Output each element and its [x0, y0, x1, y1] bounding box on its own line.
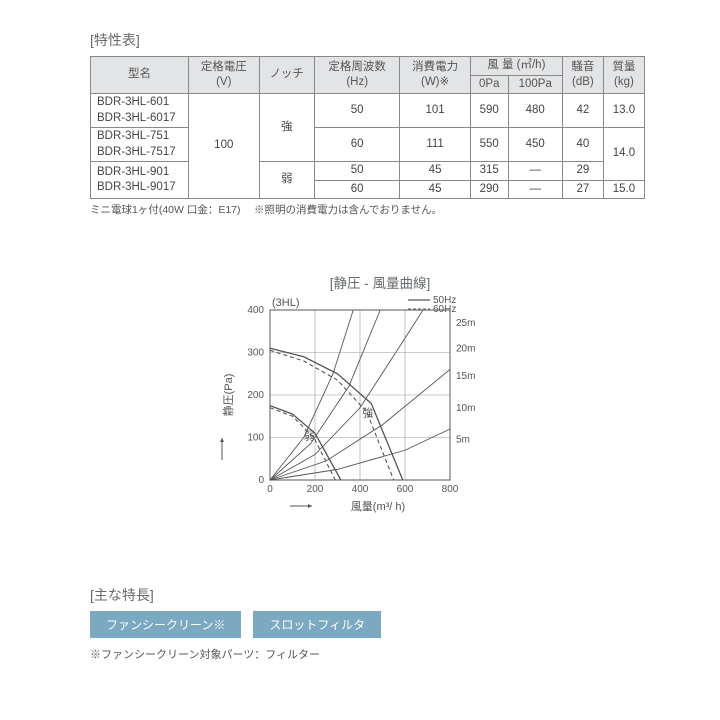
- badge-slot-filter: スロットフィルタ: [253, 611, 381, 638]
- svg-text:10m: 10m: [456, 403, 475, 414]
- svg-text:600: 600: [397, 484, 414, 495]
- chart-title: [静圧 - 風量曲線]: [200, 272, 560, 292]
- features-note: ※ファンシークリーン対象パーツ：フィルター: [90, 646, 660, 662]
- svg-text:300: 300: [247, 348, 264, 359]
- hdr-voltage: 定格電圧(V): [189, 57, 260, 94]
- table-row: BDR-3HL-601BDR-3HL-6017: [91, 94, 189, 128]
- svg-text:5m: 5m: [456, 435, 470, 446]
- hdr-100pa: 100Pa: [508, 75, 562, 94]
- hdr-power: 消費電力(W)※: [400, 57, 471, 94]
- svg-text:強: 強: [362, 406, 373, 419]
- hdr-mass: 質量(kg): [603, 57, 644, 94]
- spec-table-title: [特性表]: [90, 30, 660, 50]
- svg-text:200: 200: [307, 484, 324, 495]
- svg-text:200: 200: [247, 390, 264, 401]
- pressure-flow-chart: 0 200 400 600 800 0 100 200 300 400 25m 20m 15m 10m 5m…: [200, 292, 540, 532]
- svg-text:(3HL): (3HL): [272, 297, 300, 309]
- table-footnote: ミニ電球1ヶ付(40W 口金：E17) ※照明の消費電力は含んでおりません。: [90, 202, 660, 217]
- feature-badges: ファンシークリーン※ スロットフィルタ: [90, 611, 660, 638]
- svg-text:60Hz: 60Hz: [433, 304, 456, 315]
- hdr-0pa: 0Pa: [470, 75, 508, 94]
- svg-text:400: 400: [247, 305, 264, 316]
- notch-strong-cell: 強: [259, 94, 315, 162]
- svg-text:400: 400: [352, 484, 369, 495]
- svg-text:弱: 弱: [304, 430, 315, 443]
- svg-text:風量(m³/ h): 風量(m³/ h): [351, 500, 405, 513]
- hdr-airflow: 風 量 (㎥/h): [470, 57, 562, 76]
- table-row: BDR-3HL-901BDR-3HL-9017: [91, 162, 189, 199]
- spec-table: 型名 定格電圧(V) ノッチ 定格周波数(Hz) 消費電力(W)※ 風 量 (㎥…: [90, 56, 645, 199]
- svg-text:25m: 25m: [456, 318, 475, 329]
- hdr-noise: 騒音(dB): [562, 57, 603, 94]
- svg-text:15m: 15m: [456, 371, 475, 382]
- hdr-model: 型名: [91, 57, 189, 94]
- voltage-cell: 100: [189, 94, 260, 199]
- hdr-freq: 定格周波数(Hz): [315, 57, 400, 94]
- svg-text:800: 800: [442, 484, 459, 495]
- notch-weak-cell: 弱: [259, 162, 315, 199]
- hdr-notch: ノッチ: [259, 57, 315, 94]
- features-title: [主な特長]: [90, 585, 660, 605]
- svg-text:静圧(Pa): 静圧(Pa): [221, 374, 235, 417]
- badge-fancy-clean: ファンシークリーン※: [90, 611, 241, 638]
- svg-text:0: 0: [258, 475, 264, 486]
- svg-text:100: 100: [247, 433, 264, 444]
- svg-text:20m: 20m: [456, 343, 475, 354]
- svg-text:0: 0: [267, 484, 273, 495]
- table-row: BDR-3HL-751BDR-3HL-7517: [91, 128, 189, 162]
